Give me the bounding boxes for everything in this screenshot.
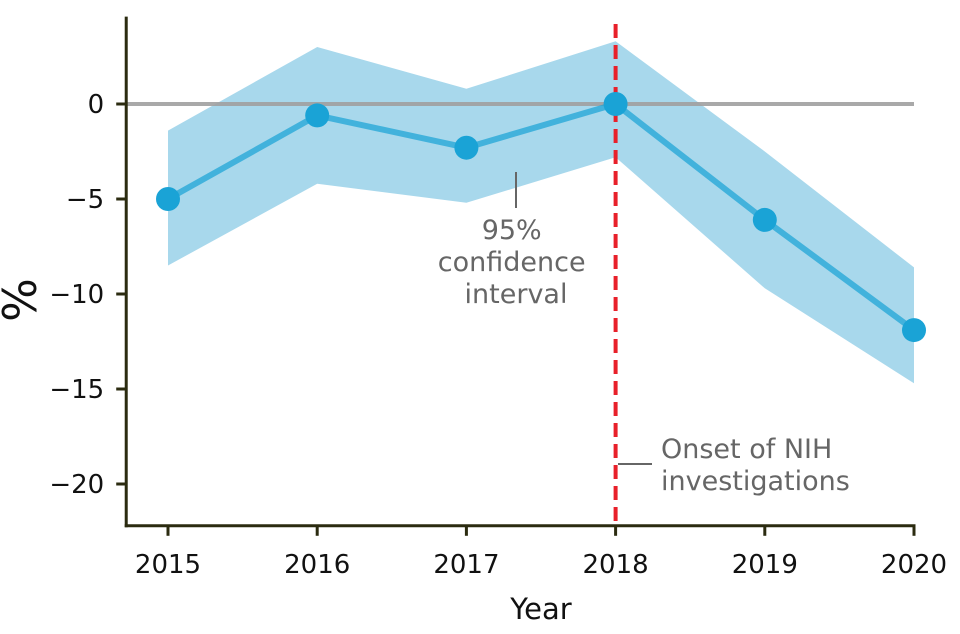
event-annotation-line-2: investigations bbox=[661, 466, 850, 497]
series-line-layer bbox=[166, 101, 916, 333]
y-tick-label: −10 bbox=[49, 280, 104, 310]
ci-annotation-line-1: 95% bbox=[482, 215, 542, 246]
ci-annotation-line-3: interval bbox=[465, 279, 568, 310]
ci-annotation-label: 95% confidence interval bbox=[438, 215, 594, 310]
y-tick-label: 0 bbox=[88, 90, 105, 120]
x-tick-label: 2015 bbox=[135, 550, 201, 580]
data-point-2020 bbox=[902, 318, 926, 343]
y-tick-label: −5 bbox=[66, 185, 104, 215]
event-annotation-label: Onset of NIH investigations bbox=[661, 434, 850, 497]
data-point-2017 bbox=[454, 135, 479, 160]
confidence-band bbox=[168, 41, 914, 384]
series-line bbox=[166, 101, 916, 333]
data-point-2015 bbox=[156, 187, 180, 211]
y-tick-label: −20 bbox=[49, 470, 104, 500]
y-axis-title: % bbox=[0, 278, 47, 322]
ci-annotation-line-2: confidence bbox=[438, 247, 586, 278]
confidence-band-layer bbox=[168, 41, 914, 384]
data-point-2016 bbox=[305, 103, 330, 128]
event-annotation-line-1: Onset of NIH bbox=[661, 434, 832, 465]
x-tick-label: 2018 bbox=[583, 550, 649, 580]
x-tick-label: 2017 bbox=[433, 550, 499, 580]
data-point-2019 bbox=[752, 207, 777, 232]
data-point-2018 bbox=[603, 92, 628, 116]
x-tick-label: 2019 bbox=[732, 550, 798, 580]
y-tick-label: −15 bbox=[49, 375, 104, 405]
x-tick-label: 2020 bbox=[881, 550, 947, 580]
x-tick-label: 2016 bbox=[284, 550, 350, 580]
x-axis-title: Year bbox=[509, 592, 571, 626]
axes-layer: 0 −5 −10 −15 −20 2015 2016 2017 2018 2019 2020 bbox=[49, 16, 947, 580]
data-points-layer bbox=[156, 92, 926, 343]
